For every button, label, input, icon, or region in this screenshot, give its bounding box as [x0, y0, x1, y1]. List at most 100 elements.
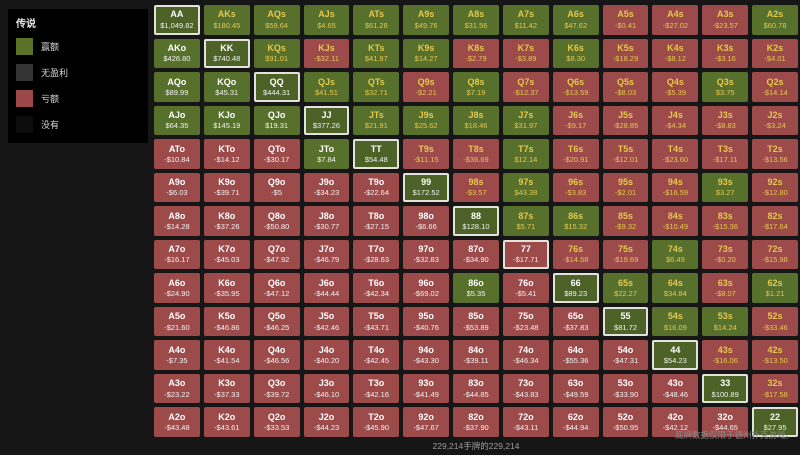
hand-cell-Q8o[interactable]: Q8o -$50.80: [253, 206, 300, 236]
hand-cell-QTo[interactable]: QTo -$30.17: [253, 139, 300, 169]
hand-cell-T6s[interactable]: T6s -$20.91: [552, 139, 599, 169]
hand-cell-96s[interactable]: 96s -$3.83: [552, 172, 599, 203]
hand-cell-72s[interactable]: 72s -$15.98: [752, 239, 798, 270]
hand-cell-J7s[interactable]: J7s $31.97: [502, 105, 549, 136]
hand-cell-K8s[interactable]: K8s -$2.79: [453, 38, 499, 69]
hand-cell-A5s[interactable]: A5s -$0.41: [602, 5, 649, 35]
hand-cell-KJo[interactable]: KJo $145.19: [203, 105, 250, 136]
hand-cell-85s[interactable]: 85s -$9.32: [602, 206, 649, 236]
hand-cell-Q2o[interactable]: Q2o -$33.53: [253, 407, 300, 437]
hand-cell-J3s[interactable]: J3s -$8.83: [702, 105, 749, 136]
hand-cell-KQo[interactable]: KQo $45.31: [203, 72, 250, 102]
hand-cell-55[interactable]: 55 $81.72: [602, 306, 649, 337]
hand-cell-Q2s[interactable]: Q2s -$14.14: [752, 72, 798, 102]
hand-cell-A8s[interactable]: A8s $31.56: [453, 5, 499, 35]
hand-cell-92s[interactable]: 92s -$12.80: [752, 172, 798, 203]
hand-cell-JTs[interactable]: JTs $21.91: [353, 105, 400, 136]
hand-cell-A5o[interactable]: A5o -$21.60: [154, 306, 200, 337]
hand-cell-52s[interactable]: 52s -$33.46: [752, 306, 798, 337]
hand-cell-T5s[interactable]: T5s -$12.01: [602, 139, 649, 169]
hand-cell-J6o[interactable]: J6o -$44.44: [303, 273, 350, 303]
hand-cell-94o[interactable]: 94o -$43.30: [403, 340, 450, 370]
hand-cell-TT[interactable]: TT $54.48: [353, 139, 400, 169]
hand-cell-J2o[interactable]: J2o -$44.23: [303, 407, 350, 437]
hand-cell-94s[interactable]: 94s -$16.59: [652, 172, 699, 203]
hand-cell-Q7o[interactable]: Q7o -$47.92: [253, 239, 300, 270]
hand-cell-A2o[interactable]: A2o -$43.48: [154, 407, 200, 437]
hand-cell-JJ[interactable]: JJ $377.26: [303, 105, 350, 136]
hand-cell-53s[interactable]: 53s $14.24: [702, 306, 749, 337]
hand-cell-98o[interactable]: 98o -$6.66: [403, 206, 450, 236]
hand-cell-Q4s[interactable]: Q4s -$5.39: [652, 72, 699, 102]
hand-cell-ATo[interactable]: ATo -$10.84: [154, 139, 200, 169]
hand-cell-65o[interactable]: 65o -$37.83: [552, 306, 599, 337]
hand-cell-82o[interactable]: 82o -$37.90: [453, 407, 499, 437]
hand-cell-A4s[interactable]: A4s -$27.02: [652, 5, 699, 35]
hand-cell-AJs[interactable]: AJs $4.65: [303, 5, 350, 35]
hand-cell-65s[interactable]: 65s $22.27: [602, 273, 649, 303]
hand-cell-63o[interactable]: 63o -$49.59: [552, 373, 599, 404]
hand-cell-K8o[interactable]: K8o -$37.26: [203, 206, 250, 236]
hand-cell-T3s[interactable]: T3s -$17.11: [702, 139, 749, 169]
hand-cell-T7o[interactable]: T7o -$28.63: [353, 239, 400, 270]
hand-cell-96o[interactable]: 96o -$69.02: [403, 273, 450, 303]
hand-cell-64o[interactable]: 64o -$55.36: [552, 340, 599, 370]
hand-cell-95s[interactable]: 95s -$2.01: [602, 172, 649, 203]
hand-cell-T3o[interactable]: T3o -$42.16: [353, 373, 400, 404]
hand-cell-A9s[interactable]: A9s $49.76: [403, 5, 450, 35]
hand-cell-97o[interactable]: 97o -$32.83: [403, 239, 450, 270]
hand-cell-75s[interactable]: 75s -$19.69: [602, 239, 649, 270]
hand-cell-54s[interactable]: 54s $16.09: [652, 306, 699, 337]
hand-cell-A4o[interactable]: A4o -$7.35: [154, 340, 200, 370]
hand-cell-J4s[interactable]: J4s -$4.34: [652, 105, 699, 136]
hand-cell-AQo[interactable]: AQo $89.99: [154, 72, 200, 102]
hand-cell-95o[interactable]: 95o -$40.76: [403, 306, 450, 337]
hand-cell-99[interactable]: 99 $172.52: [403, 172, 450, 203]
hand-cell-83s[interactable]: 83s -$15.36: [702, 206, 749, 236]
hand-cell-53o[interactable]: 53o -$33.90: [602, 373, 649, 404]
hand-cell-32o[interactable]: 32o -$44.65: [702, 407, 749, 437]
hand-cell-J9o[interactable]: J9o -$34.23: [303, 172, 350, 203]
hand-cell-A6o[interactable]: A6o -$24.90: [154, 273, 200, 303]
hand-cell-54o[interactable]: 54o -$47.31: [602, 340, 649, 370]
hand-cell-K3s[interactable]: K3s -$3.16: [702, 38, 749, 69]
hand-cell-A9o[interactable]: A9o -$6.03: [154, 172, 200, 203]
hand-cell-ATs[interactable]: ATs $61.28: [353, 5, 400, 35]
hand-cell-A3o[interactable]: A3o -$23.22: [154, 373, 200, 404]
hand-cell-66[interactable]: 66 $89.23: [552, 273, 599, 303]
hand-cell-Q8s[interactable]: Q8s $7.19: [453, 72, 499, 102]
hand-cell-63s[interactable]: 63s -$8.07: [702, 273, 749, 303]
hand-cell-T5o[interactable]: T5o -$43.71: [353, 306, 400, 337]
hand-cell-64s[interactable]: 64s $34.84: [652, 273, 699, 303]
hand-cell-62o[interactable]: 62o -$44.94: [552, 407, 599, 437]
hand-cell-AKo[interactable]: AKo $426.80: [154, 38, 200, 69]
hand-cell-84o[interactable]: 84o -$39.11: [453, 340, 499, 370]
hand-cell-43o[interactable]: 43o -$48.46: [652, 373, 699, 404]
hand-cell-88[interactable]: 88 $128.10: [453, 206, 499, 236]
hand-cell-Q9s[interactable]: Q9s -$2.21: [403, 72, 450, 102]
hand-cell-Q6o[interactable]: Q6o -$47.12: [253, 273, 300, 303]
hand-cell-83o[interactable]: 83o -$44.85: [453, 373, 499, 404]
hand-cell-KJs[interactable]: KJs -$32.11: [303, 38, 350, 69]
hand-cell-K6o[interactable]: K6o -$35.95: [203, 273, 250, 303]
hand-cell-76o[interactable]: 76o -$5.41: [502, 273, 549, 303]
hand-cell-A7s[interactable]: A7s $11.42: [502, 5, 549, 35]
hand-cell-J4o[interactable]: J4o -$40.20: [303, 340, 350, 370]
hand-cell-J2s[interactable]: J2s -$3.24: [752, 105, 798, 136]
hand-cell-44[interactable]: 44 $54.23: [652, 340, 699, 370]
hand-cell-AA[interactable]: AA $1,049.82: [154, 5, 200, 35]
hand-cell-A3s[interactable]: A3s -$23.57: [702, 5, 749, 35]
hand-cell-K6s[interactable]: K6s $8.30: [552, 38, 599, 69]
hand-cell-K5s[interactable]: K5s -$18.29: [602, 38, 649, 69]
hand-cell-KQs[interactable]: KQs $91.01: [253, 38, 300, 69]
hand-cell-T7s[interactable]: T7s $12.14: [502, 139, 549, 169]
hand-cell-62s[interactable]: 62s $1.21: [752, 273, 798, 303]
hand-cell-73o[interactable]: 73o -$43.83: [502, 373, 549, 404]
hand-cell-T6o[interactable]: T6o -$42.34: [353, 273, 400, 303]
hand-cell-KTs[interactable]: KTs $41.97: [353, 38, 400, 69]
hand-cell-Q3s[interactable]: Q3s $3.75: [702, 72, 749, 102]
hand-cell-QQ[interactable]: QQ $444.31: [253, 72, 300, 102]
hand-cell-QJo[interactable]: QJo $19.31: [253, 105, 300, 136]
hand-cell-T2s[interactable]: T2s -$13.56: [752, 139, 798, 169]
hand-cell-T2o[interactable]: T2o -$45.90: [353, 407, 400, 437]
